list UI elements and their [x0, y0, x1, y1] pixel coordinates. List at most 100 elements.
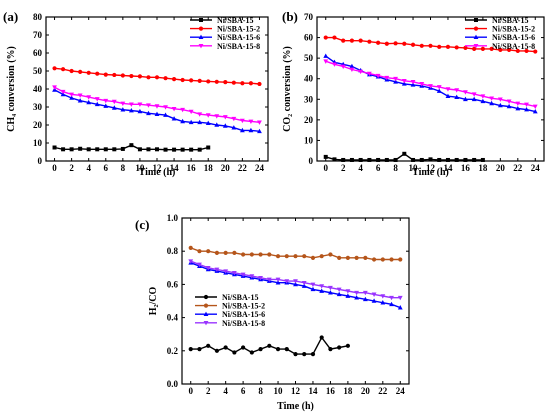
data-point	[340, 64, 346, 69]
data-point	[197, 249, 202, 254]
data-point	[393, 157, 398, 162]
data-point	[180, 147, 185, 152]
data-point	[515, 48, 520, 54]
series-0	[52, 143, 211, 152]
data-point	[472, 46, 477, 51]
data-point	[94, 97, 100, 102]
data-point	[472, 157, 477, 162]
legend-label: Ni/SBA-15-8	[492, 42, 535, 51]
legend-marker	[198, 34, 204, 39]
y-tick-label: 40	[304, 74, 314, 84]
x-tick-label: 14	[308, 386, 318, 396]
data-point	[506, 99, 512, 104]
x-tick-label: 4	[223, 386, 228, 396]
legend-marker	[203, 294, 209, 300]
data-point	[301, 283, 307, 288]
data-point	[293, 254, 298, 259]
data-point	[328, 347, 333, 352]
data-point	[341, 38, 346, 43]
data-point	[120, 101, 126, 106]
data-point	[163, 112, 168, 117]
data-point	[480, 46, 485, 51]
x-tick-label: 2	[206, 386, 211, 396]
data-point	[358, 157, 363, 162]
legend-marker	[473, 34, 479, 39]
data-point	[332, 157, 337, 162]
data-point	[402, 41, 407, 46]
data-point	[137, 74, 143, 79]
data-point	[437, 44, 442, 49]
data-point	[302, 254, 307, 259]
series-1	[52, 66, 262, 87]
data-point	[436, 85, 442, 90]
data-point	[223, 345, 228, 350]
data-point	[397, 295, 403, 301]
data-point	[154, 104, 160, 109]
data-point	[376, 40, 381, 45]
data-point	[445, 93, 451, 98]
data-point	[223, 269, 229, 274]
x-axis-title: Time (h)	[277, 401, 314, 412]
y-tick-label: 40	[33, 84, 43, 94]
x-tick-label: 16	[187, 163, 197, 173]
data-point	[52, 85, 57, 90]
data-point	[248, 81, 254, 86]
data-point	[248, 127, 254, 133]
series-2	[52, 87, 262, 134]
data-point	[419, 82, 425, 87]
legend-label: Ni/SBA-15	[217, 16, 253, 25]
data-point	[293, 281, 298, 287]
data-point	[337, 255, 342, 260]
data-point	[223, 250, 228, 255]
x-tick-label: 22	[513, 163, 523, 173]
data-point	[197, 78, 202, 83]
x-tick-label: 20	[221, 163, 231, 173]
data-point	[60, 89, 66, 95]
data-point	[60, 67, 66, 72]
data-point	[284, 254, 289, 259]
data-point	[232, 250, 237, 255]
data-point	[454, 45, 459, 50]
data-point	[231, 270, 237, 276]
legend-marker	[203, 311, 209, 316]
data-point	[380, 257, 385, 262]
data-point	[336, 291, 342, 297]
data-point	[137, 147, 142, 152]
series-0	[188, 335, 350, 357]
x-tick-label: 14	[443, 163, 453, 173]
legend-marker	[473, 26, 479, 31]
y-tick-label: 10	[304, 135, 314, 145]
chart-panel-2: (c)0 2 4 6 8 10 12 14 16 18 20 22 240.00.20.40.60.81…	[135, 213, 410, 412]
data-point	[112, 72, 117, 78]
y-tick-label: 0.8	[167, 246, 179, 256]
data-point	[445, 157, 450, 162]
x-axis-title: Time (h)	[139, 167, 176, 178]
data-point	[61, 147, 66, 152]
series-line	[325, 60, 536, 108]
data-point	[154, 111, 160, 116]
data-point	[358, 69, 364, 75]
data-point	[419, 43, 424, 48]
data-point	[337, 345, 342, 350]
data-point	[180, 107, 186, 113]
data-point	[171, 116, 177, 121]
x-tick-label: 24	[396, 386, 406, 396]
data-point	[524, 106, 529, 112]
data-point	[146, 75, 151, 80]
data-point	[222, 123, 228, 128]
data-point	[506, 103, 512, 109]
x-tick-label: 8	[121, 163, 126, 173]
data-point	[239, 118, 245, 124]
data-point	[533, 49, 538, 54]
y-tick-label: 80	[33, 12, 43, 22]
y-tick-label: 30	[304, 94, 314, 104]
data-point	[163, 147, 168, 152]
data-point	[78, 69, 83, 74]
x-tick-label: 4	[358, 163, 363, 173]
x-tick-label: 2	[69, 163, 74, 173]
data-point	[515, 105, 521, 111]
data-point	[257, 128, 262, 134]
data-point	[480, 98, 486, 104]
data-point	[354, 290, 360, 296]
data-point	[103, 103, 109, 108]
